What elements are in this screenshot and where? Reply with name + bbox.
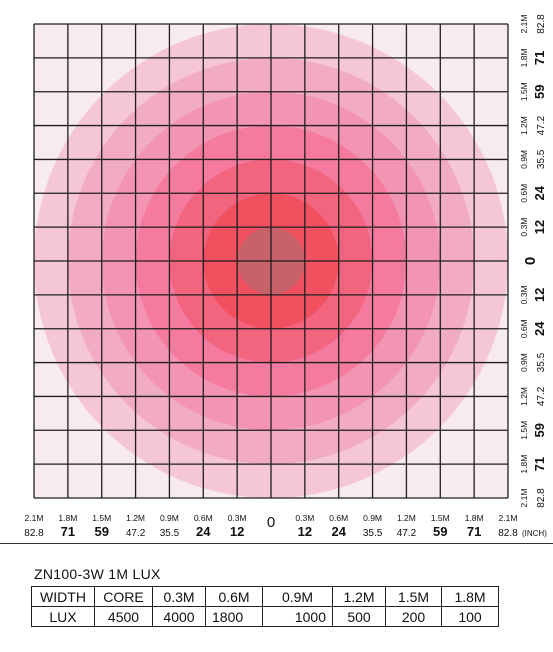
y-axis-label-m: 1.8M (519, 48, 529, 67)
y-axis-label-m: 1.5M (519, 82, 529, 101)
y-axis-label-m: 1.2M (519, 116, 529, 135)
x-axis-label-inch: 82.8 (24, 528, 44, 539)
x-axis-label-inch: 12 (298, 524, 312, 539)
table-cell: 200 (385, 606, 442, 627)
table-cell: 0.3M (152, 586, 206, 607)
x-axis-label-inch: 59 (433, 524, 447, 539)
y-axis-label-inch: 82.8 (536, 14, 547, 34)
y-axis-label-inch: 47.2 (536, 386, 547, 406)
x-axis-label-m: 1.5M (92, 513, 111, 523)
x-axis-label-m: 0.9M (160, 513, 179, 523)
y-axis-label-m: 0.9M (519, 150, 529, 169)
table-row: WIDTH CORE 0.3M 0.6M 0.9M 1.2M 1.5M 1.8M (31, 586, 499, 607)
y-axis-label-inch: 59 (532, 84, 547, 98)
table-cell: 500 (332, 606, 386, 627)
x-axis-label-inch: 71 (61, 524, 75, 539)
lux-table: WIDTH CORE 0.3M 0.6M 0.9M 1.2M 1.5M 1.8M… (31, 586, 499, 627)
y-axis-label-m: 1.5M (519, 421, 529, 440)
x-axis-label-m: 0.6M (329, 513, 348, 523)
x-axis-label-inch: 59 (94, 524, 108, 539)
x-axis-label-inch: 35.5 (363, 528, 383, 539)
x-axis-label-inch: 71 (467, 524, 481, 539)
table-cell: 1000 (262, 606, 333, 627)
unit-label: (INCH) (522, 529, 547, 538)
table-cell: 4000 (152, 606, 206, 627)
divider (0, 543, 553, 544)
y-axis-label-inch: 71 (532, 51, 547, 65)
y-axis-label-m: 0.9M (519, 353, 529, 372)
table-row: LUX 4500 4000 1800 1000 500 200 100 (31, 606, 499, 627)
x-axis-center-label: 0 (267, 514, 275, 531)
y-axis-label-m: 0.3M (519, 218, 529, 237)
table-cell: 1.5M (385, 586, 442, 607)
y-axis-label-m: 0.6M (519, 184, 529, 203)
y-axis-label-m: 1.2M (519, 387, 529, 406)
table-cell: LUX (31, 606, 95, 627)
x-axis-label-m: 1.2M (126, 513, 145, 523)
x-axis-label-inch: 24 (331, 524, 346, 539)
x-axis-label-m: 1.5M (431, 513, 450, 523)
x-axis-label-m: 1.8M (58, 513, 77, 523)
y-axis-label-m: 0.6M (519, 319, 529, 338)
x-axis-label-inch: 35.5 (160, 528, 180, 539)
x-axis-label-m: 2.1M (499, 513, 518, 523)
x-axis-label-inch: 82.8 (498, 528, 518, 539)
y-axis-label-inch: 47.2 (536, 115, 547, 135)
table-cell: 0.6M (205, 586, 263, 607)
table-cell: 1800 (205, 606, 263, 627)
x-axis-label-inch: 12 (230, 524, 244, 539)
x-axis-label-m: 0.9M (363, 513, 382, 523)
y-axis-label-m: 2.1M (519, 489, 529, 508)
table-cell: 4500 (94, 606, 153, 627)
table-cell: 0.9M (262, 586, 333, 607)
table-cell: 1.8M (441, 586, 499, 607)
x-axis-label-m: 0.6M (194, 513, 213, 523)
y-axis-label-inch: 59 (532, 423, 547, 437)
x-axis-label-m: 1.8M (465, 513, 484, 523)
y-axis-label-inch: 82.8 (536, 488, 547, 508)
table-caption: ZN100-3W 1M LUX (34, 566, 161, 582)
y-axis-label-inch: 35.5 (536, 149, 547, 169)
x-axis-label-inch: 47.2 (397, 528, 417, 539)
x-axis-label-inch: 24 (196, 524, 211, 539)
y-axis-label-inch: 71 (532, 457, 547, 471)
y-axis-center-label: 0 (522, 257, 539, 265)
table-cell: 1.2M (332, 586, 386, 607)
y-axis-label-inch: 12 (532, 220, 547, 234)
table-cell: CORE (94, 586, 153, 607)
y-axis-label-inch: 24 (532, 321, 547, 336)
y-axis-label-inch: 35.5 (536, 352, 547, 372)
y-axis-label-inch: 12 (532, 288, 547, 302)
table-cell: WIDTH (31, 586, 95, 607)
x-axis-label-inch: 47.2 (126, 528, 146, 539)
y-axis-label-inch: 24 (532, 185, 547, 200)
y-axis-label-m: 1.8M (519, 455, 529, 474)
y-axis-label-m: 0.3M (519, 285, 529, 304)
x-axis-label-m: 0.3M (228, 513, 247, 523)
beam-chart: 2.1M82.82.1M82.81.8M711.8M711.5M591.5M59… (24, 14, 547, 539)
y-axis-label-m: 2.1M (519, 15, 529, 34)
x-axis-label-m: 1.2M (397, 513, 416, 523)
x-axis-label-m: 2.1M (25, 513, 44, 523)
x-axis-label-m: 0.3M (295, 513, 314, 523)
table-cell: 100 (441, 606, 499, 627)
